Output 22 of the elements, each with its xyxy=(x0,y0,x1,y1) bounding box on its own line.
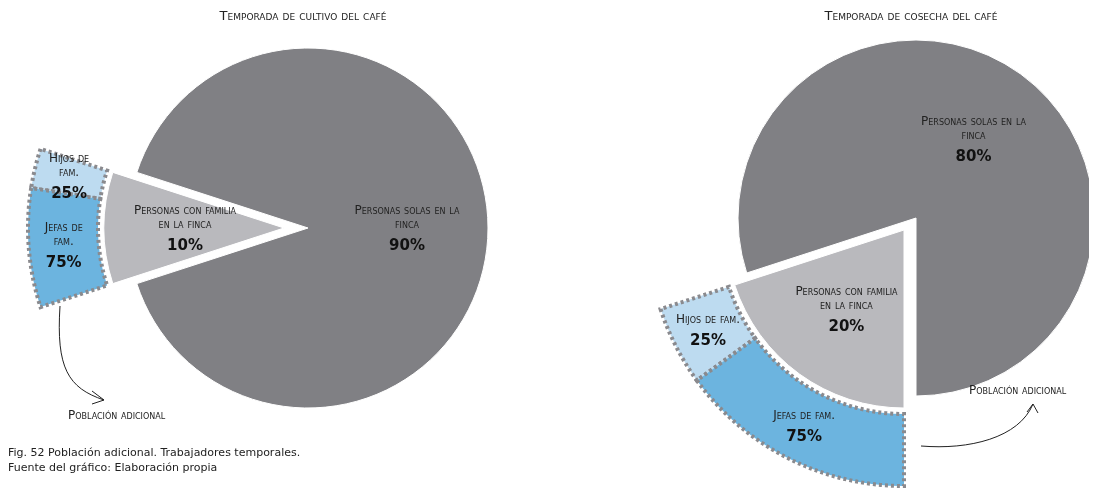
data-label: 80% xyxy=(955,146,992,165)
data-label: 20% xyxy=(828,317,865,336)
chart-title: Temporada de cultivo del café xyxy=(218,8,388,23)
data-label: 25% xyxy=(51,184,88,203)
data-label: 90% xyxy=(389,236,425,254)
slice-label: Jefas de fam. xyxy=(772,408,836,423)
slice-label: Personas con familia en la finca xyxy=(795,284,899,313)
text: Población adicional xyxy=(969,383,1067,397)
chart-title: Temporada de cosecha del café xyxy=(823,8,999,23)
slice-label: Personas solas en la finca xyxy=(354,203,460,231)
slice-label: Personas solas en la finca xyxy=(921,113,1027,142)
slice-label: Personas con familia en la finca xyxy=(133,203,237,231)
data-label: 75% xyxy=(45,253,82,272)
slice-label: Jefas de fam. xyxy=(43,220,83,249)
source-note: Fuente del gráfico: Elaboración propia xyxy=(8,461,218,474)
caption: Fig. 52 Población adicional. Trabajadores temporales. xyxy=(8,446,301,459)
text: Población adicional xyxy=(68,408,166,422)
data-label: 25% xyxy=(690,330,726,349)
slice-label: Hijos de fam. xyxy=(49,151,90,180)
data-label: 10% xyxy=(167,236,203,254)
slice-label: Hijos de fam. xyxy=(675,311,740,326)
data-label: 75% xyxy=(786,427,823,446)
